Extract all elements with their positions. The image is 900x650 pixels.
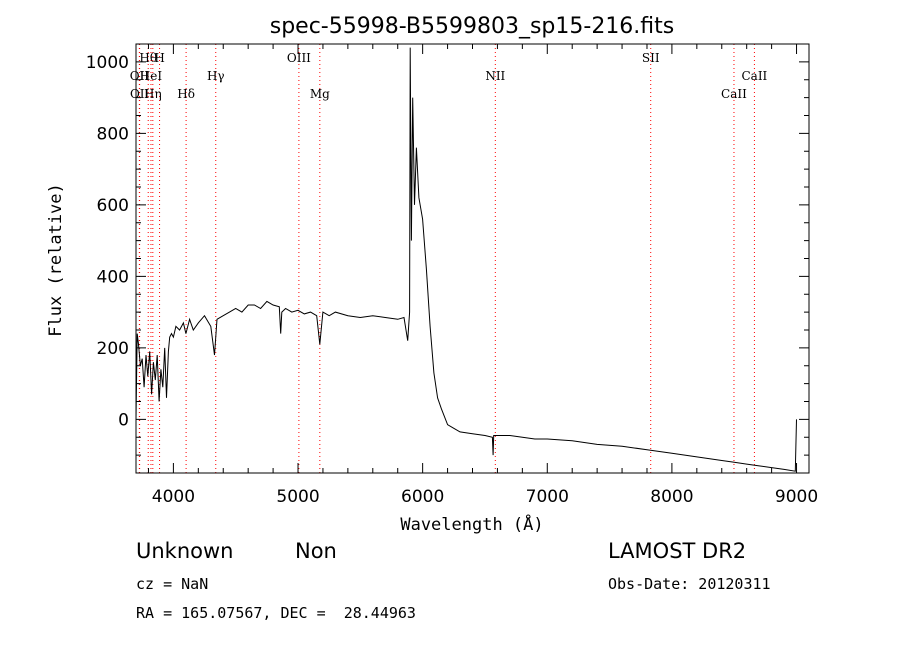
chart-title: spec-55998-B5599803_sp15-216.fits — [270, 14, 675, 39]
emission-line-label: Hθ — [139, 51, 157, 65]
emission-line-label: Hη — [144, 87, 162, 101]
emission-line-label: OII — [130, 69, 150, 83]
spectrum-series-line — [135, 47, 797, 472]
emission-line-label: CaII — [721, 87, 747, 101]
emission-line-markers — [138, 44, 755, 473]
emission-line-label: Hδ — [177, 87, 195, 101]
emission-line-label: CaII — [741, 69, 767, 83]
emission-line-label: OIII — [287, 51, 311, 65]
emission-line-label: Mg — [310, 87, 330, 101]
survey-name: LAMOST DR2 — [608, 539, 747, 563]
object-subclass: Non — [295, 539, 337, 563]
y-tick-label: 800 — [97, 124, 129, 144]
plot-frame — [135, 43, 810, 474]
sky-coordinates: RA = 165.07567, DEC = 28.44963 — [136, 604, 416, 622]
x-tick-label: 6000 — [401, 487, 444, 507]
observation-date: Obs-Date: 20120311 — [608, 575, 771, 593]
redshift-cz: cz = NaN — [136, 575, 209, 593]
emission-line-label: NII — [485, 69, 505, 83]
x-axis-label: Wavelength (Å) — [400, 513, 543, 535]
y-tick-label: 400 — [97, 267, 129, 287]
x-tick-label: 4000 — [152, 487, 195, 507]
y-tick-label: 1000 — [86, 53, 129, 73]
y-axis-label: Flux (relative) — [46, 183, 66, 337]
emission-line-label: H — [154, 51, 164, 65]
emission-line-label: Hγ — [207, 69, 225, 83]
y-tick-label: 200 — [97, 339, 129, 359]
axis-ticks: 4000 5000 6000 7000 8000 9000 0 200 400 600 800 100… — [86, 44, 818, 507]
y-tick-label: 600 — [97, 196, 129, 216]
x-tick-label: 5000 — [276, 487, 319, 507]
x-tick-label: 9000 — [775, 487, 818, 507]
y-tick-label: 0 — [118, 410, 129, 430]
x-tick-label: 8000 — [650, 487, 693, 507]
object-class: Unknown — [136, 539, 234, 563]
emission-line-label: OII — [130, 87, 150, 101]
x-tick-label: 7000 — [526, 487, 569, 507]
emission-line-label: HeI — [140, 69, 163, 83]
emission-line-label: SII — [642, 51, 660, 65]
